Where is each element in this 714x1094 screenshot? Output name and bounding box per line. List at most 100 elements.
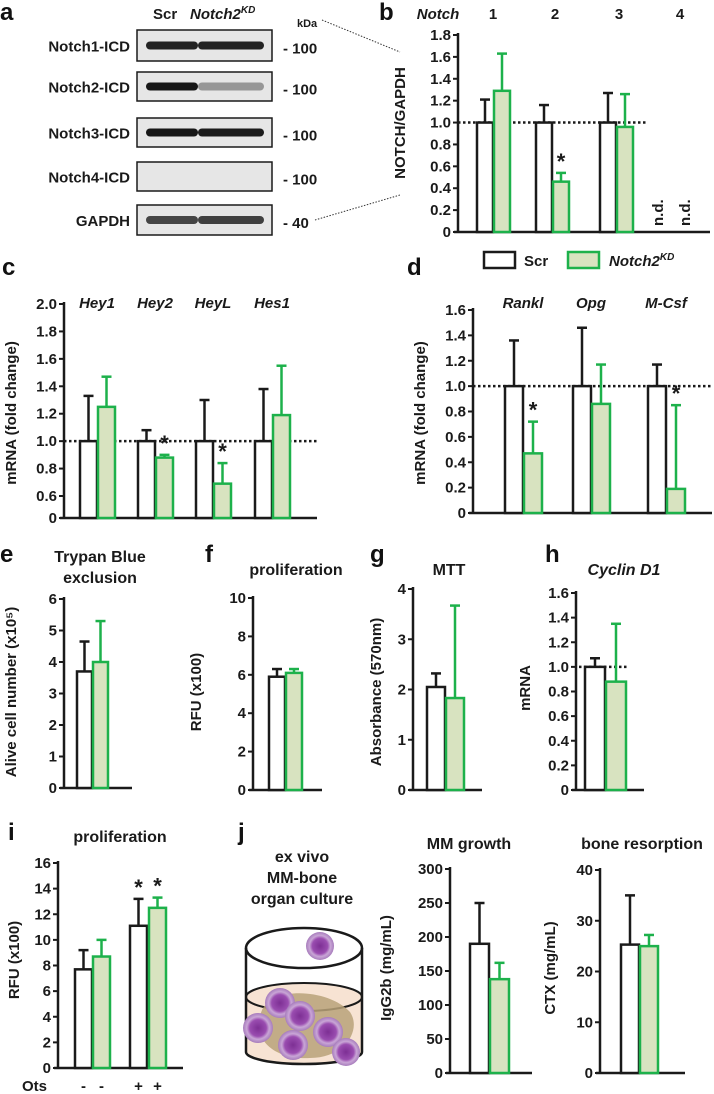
y-tick-label: 0.6: [445, 429, 466, 446]
y-tick-label: 1.4: [430, 71, 452, 88]
bar-notch2kd: [271, 413, 292, 520]
y-tick-label: 0.6: [36, 488, 57, 505]
chart-title: proliferation: [73, 829, 166, 846]
bar-scr: [583, 665, 607, 792]
y-tick-label: 0: [238, 782, 246, 799]
y-tick-label: 1.4: [36, 378, 58, 395]
chart-title: exclusion: [63, 570, 137, 587]
chart-g: 0 1 2 3 4 Absorbance (570nm) MTT: [368, 562, 482, 799]
myeloma-cell-icon: [332, 1038, 360, 1066]
y-tick-label: 150: [418, 963, 443, 980]
illustration-line-1: ex vivo: [275, 849, 329, 866]
blot-band: [198, 128, 264, 137]
y-axis-label: RFU (x100): [6, 921, 23, 999]
y-tick-label: 1.0: [445, 378, 466, 395]
western-blot: Scr Notch2KD kDa Notch1-ICD - 100 Notch2-I…: [48, 5, 401, 236]
bar-notch2kd: [444, 696, 466, 792]
y-tick-label: 0: [561, 782, 569, 799]
bar-scr: [128, 924, 149, 1070]
bar-notch2kd: [590, 402, 612, 515]
y-tick-label: 6: [43, 983, 51, 1000]
significance-marker: *: [134, 875, 143, 900]
bar-scr: [598, 121, 618, 234]
not-detected-label: n.d.: [650, 199, 667, 226]
panel-letter-j: j: [237, 819, 245, 846]
significance-marker: *: [529, 398, 538, 423]
significance-marker: *: [672, 381, 681, 406]
y-tick-label: 300: [418, 861, 443, 878]
y-tick-label: 6: [49, 591, 57, 608]
chart-title: Cyclin D1: [588, 562, 661, 579]
y-tick-label: 1.4: [548, 610, 570, 627]
illustration-line-3: organ culture: [251, 891, 353, 908]
y-tick-label: 0.4: [445, 454, 467, 471]
chart-h: 0 0.2 0.4 0.6 0.8 1.0 1.2 1.4 1.6 mRNA Cyclin D1: [517, 562, 661, 799]
panel-letter-g: g: [370, 541, 385, 568]
y-tick-label: 10: [229, 590, 246, 607]
panel-letter-f: f: [205, 541, 214, 568]
bar-scr: [475, 121, 495, 234]
chart-title: MTT: [433, 562, 466, 579]
legend-swatch-scr: [482, 250, 517, 270]
blot-marker: - 100: [283, 128, 317, 145]
y-tick-label: 1.2: [548, 634, 569, 651]
y-tick-label: 20: [576, 964, 593, 981]
bar-notch2kd: [284, 671, 304, 792]
bar-notch2kd: [212, 482, 233, 520]
legend-label-kd: Notch2KD: [609, 252, 674, 270]
bar-notch2kd: [604, 680, 628, 792]
y-axis-label: mRNA (fold change): [412, 341, 429, 485]
bar-scr: [136, 439, 157, 520]
y-tick-label: 3: [398, 631, 406, 648]
y-tick-label: 0.6: [548, 708, 569, 725]
chart-j1: 0 50 100 150 200 250 300 IgG2b (mg/mL) MM growth: [378, 836, 532, 1082]
category-label: HeyL: [195, 295, 232, 312]
bar-scr: [534, 121, 554, 234]
blot-row-label: Notch4-ICD: [48, 170, 130, 187]
y-tick-label: 1.2: [36, 406, 57, 423]
y-tick-label: 100: [418, 997, 443, 1014]
blot-col-scr: Scr: [153, 6, 177, 23]
chart-f: 0 2 4 6 8 10 RFU (x100) proliferation: [188, 562, 343, 799]
y-tick-label: 50: [426, 1031, 443, 1048]
x-tick-label: -: [99, 1078, 104, 1094]
y-tick-label: 0: [43, 1060, 51, 1077]
cylinder-top: [244, 926, 364, 970]
y-tick-label: 0: [49, 780, 57, 797]
blot-row-label: Notch2-ICD: [48, 80, 130, 97]
blot-band: [198, 82, 264, 91]
category-label: Opg: [576, 295, 606, 312]
significance-marker: *: [557, 149, 566, 174]
chart-j2: 0 10 20 30 40 CTX (mg/mL) bone resorption: [542, 836, 703, 1082]
bar-scr: [619, 943, 641, 1075]
y-tick-label: 40: [576, 862, 593, 879]
bar-notch2kd: [522, 452, 544, 515]
y-tick-label: 1.6: [445, 302, 466, 319]
blot-unit: kDa: [297, 18, 318, 30]
myeloma-cell-icon: [313, 1017, 343, 1047]
y-tick-label: 1.6: [36, 351, 57, 368]
panel-letter-h: h: [545, 541, 560, 568]
y-axis-label: Alive cell number (x10⁵): [3, 607, 20, 777]
bar-scr: [646, 384, 668, 515]
panel-letter-b: b: [379, 0, 394, 26]
y-tick-label: 0.8: [445, 404, 466, 421]
myeloma-cell-icon: [278, 1030, 308, 1060]
x-tick-label: +: [134, 1078, 143, 1094]
bar-notch2kd: [91, 660, 110, 790]
legend-label-scr: Scr: [524, 253, 548, 270]
y-axis-label: CTX (mg/mL): [542, 921, 559, 1014]
bar-scr: [78, 439, 99, 520]
category-header: Notch: [417, 6, 460, 23]
y-tick-label: 8: [43, 958, 51, 975]
chart-b: 0 0.2 0.4 0.6 0.8 1.0 1.2 1.4 1.6 1.8 NOTCH/GAPDH N…: [392, 6, 710, 241]
bar-notch2kd: [615, 125, 635, 234]
y-tick-label: 1.6: [430, 49, 451, 66]
blot-col-kd: Notch2KD: [190, 5, 255, 23]
category-label: M-Csf: [645, 295, 689, 312]
y-tick-label: 0.2: [548, 757, 569, 774]
bar-scr: [468, 942, 491, 1075]
bar-notch2kd: [91, 955, 112, 1070]
category-label: Hey1: [79, 295, 115, 312]
y-tick-label: 4: [238, 705, 247, 722]
